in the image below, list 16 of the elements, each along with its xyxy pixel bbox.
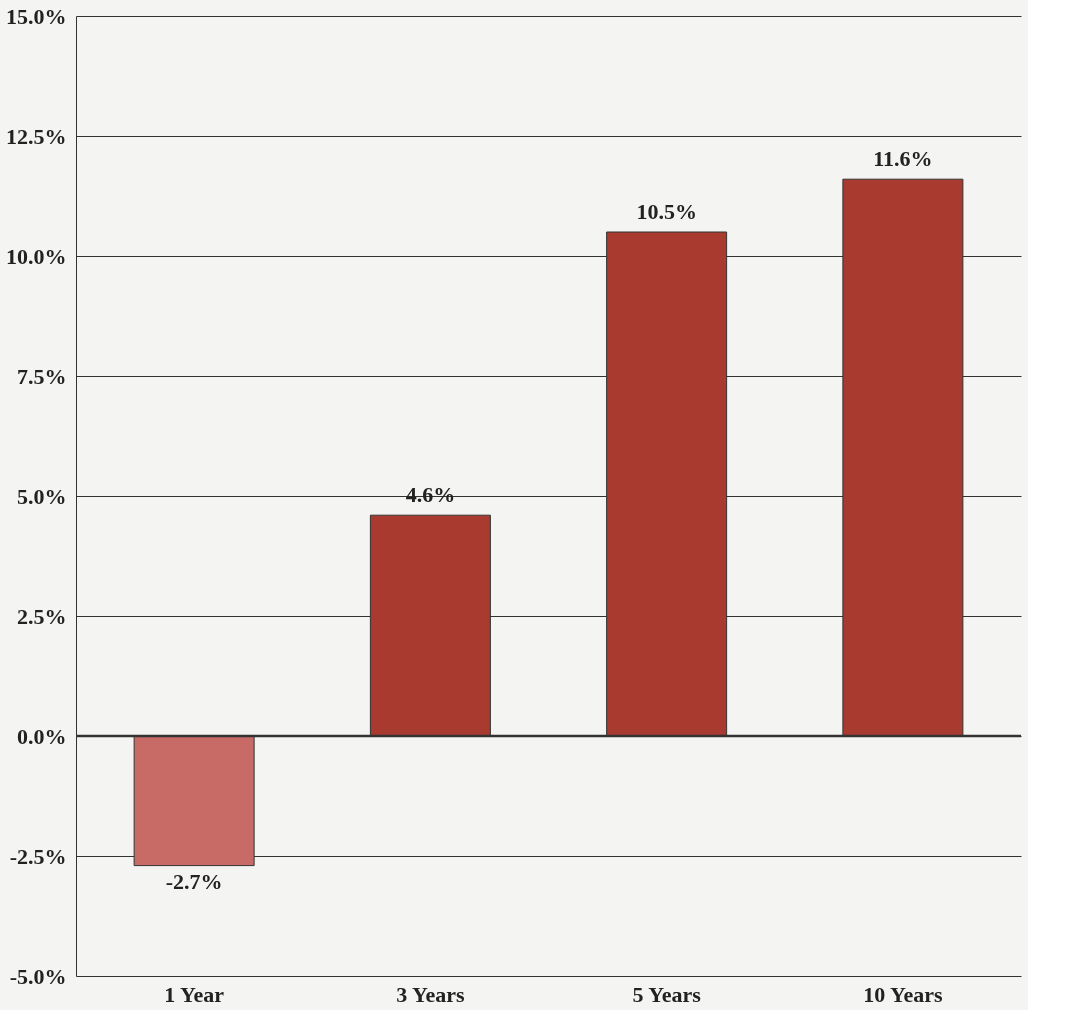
y-tick-label: 12.5% bbox=[6, 123, 67, 149]
y-tick-label: 2.5% bbox=[17, 603, 67, 629]
data-label: 10.5% bbox=[636, 199, 697, 224]
y-tick-label: 0.0% bbox=[17, 723, 67, 749]
x-tick-label: 1 Year bbox=[164, 981, 225, 1007]
data-label: -2.7% bbox=[165, 868, 223, 894]
data-label: 11.6% bbox=[873, 146, 933, 172]
x-tick-label: 5 Years bbox=[632, 981, 702, 1007]
y-tick-label: 10.0% bbox=[6, 243, 67, 269]
y-tick-label: 5.0% bbox=[17, 483, 67, 509]
y-tick-label: 7.5% bbox=[17, 363, 67, 389]
y-tick-label: 15.0% bbox=[6, 3, 67, 29]
y-tick-label: -5.0% bbox=[9, 963, 67, 989]
x-tick-label: 3 Years bbox=[396, 981, 465, 1007]
x-tick-label: 10 Years bbox=[863, 981, 943, 1007]
y-tick-label: -2.5% bbox=[9, 843, 67, 869]
